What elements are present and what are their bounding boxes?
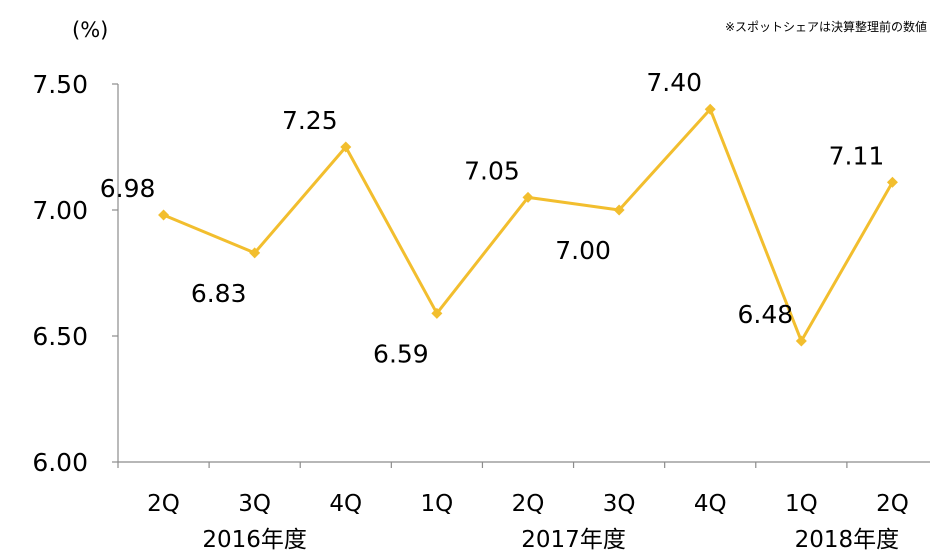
- data-point-marker: [340, 141, 352, 153]
- y-tick-label: 7.00: [32, 196, 88, 225]
- series: [158, 103, 898, 347]
- x-tick-label: 1Q: [421, 491, 454, 517]
- data-point-marker: [158, 209, 170, 221]
- x-tick-label: 3Q: [238, 491, 271, 517]
- x-tick-label: 2Q: [876, 491, 909, 517]
- data-label: 7.05: [464, 156, 520, 185]
- x-group-label: 2016年度: [202, 527, 307, 553]
- data-label: 6.98: [100, 174, 156, 203]
- data-point-marker: [431, 307, 443, 319]
- x-tick-label: 4Q: [694, 491, 727, 517]
- x-tick-labels: 2Q 3Q 4Q 1Q 2Q 3Q 4Q 1Q 2Q: [147, 491, 909, 517]
- x-tick-label: 1Q: [785, 491, 818, 517]
- data-label: 7.25: [282, 106, 338, 135]
- x-group-labels: 2016年度 2017年度 2018年度: [202, 527, 899, 553]
- y-tick-labels: 6.00 6.50 7.00 7.50: [32, 70, 88, 477]
- data-label: 7.40: [646, 68, 702, 97]
- x-tick-label: 2Q: [512, 491, 545, 517]
- y-unit-label: (%): [72, 18, 109, 42]
- data-label: 6.48: [737, 300, 793, 329]
- data-point-marker: [613, 204, 625, 216]
- x-group-label: 2018年度: [795, 527, 900, 553]
- data-point-marker: [795, 335, 807, 347]
- x-tick-label: 4Q: [329, 491, 362, 517]
- x-tick-label: 3Q: [603, 491, 636, 517]
- data-point-marker: [249, 247, 261, 259]
- y-tick-label: 7.50: [32, 70, 88, 99]
- axes: [112, 83, 930, 468]
- x-tick-label: 2Q: [147, 491, 180, 517]
- y-tick-label: 6.00: [32, 448, 88, 477]
- data-label: 6.83: [191, 279, 247, 308]
- x-group-label: 2017年度: [521, 527, 626, 553]
- data-point-marker: [522, 191, 534, 203]
- data-labels: 6.98 6.83 7.25 6.59 7.05 7.00 7.40 6.48 7.11: [100, 68, 885, 368]
- data-label: 7.11: [829, 141, 885, 170]
- data-point-marker: [704, 103, 716, 115]
- data-label: 7.00: [555, 236, 611, 265]
- y-tick-label: 6.50: [32, 322, 88, 351]
- data-point-marker: [886, 176, 898, 188]
- data-label: 6.59: [373, 339, 429, 368]
- footnote: ※スポットシェアは決算整理前の数値: [724, 20, 927, 34]
